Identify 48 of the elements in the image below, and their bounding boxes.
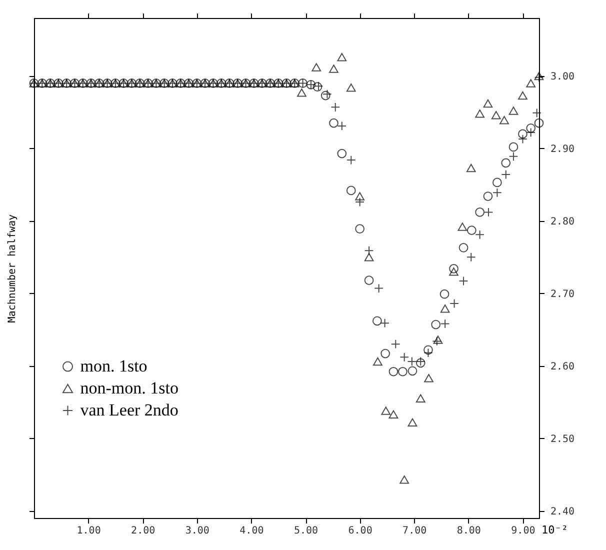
x-tick-label: 8.00: [456, 526, 481, 536]
x-axis-title: 10⁻²: [542, 524, 568, 536]
point: [424, 374, 434, 382]
x-tick-label: 2.00: [131, 526, 156, 536]
point: [500, 116, 509, 124]
point: [400, 475, 410, 484]
legend-label: mon. 1sto: [80, 356, 148, 376]
legend-label: non-mon. 1sto: [80, 378, 178, 398]
x-tick-label: 1.00: [76, 526, 101, 536]
point: [355, 192, 364, 200]
x-tick-label: 5.00: [294, 526, 318, 536]
point: [381, 406, 391, 415]
point: [534, 72, 544, 80]
point: [526, 79, 536, 88]
point: [297, 88, 306, 97]
y-tick-label: 2.40: [550, 506, 575, 518]
y-tick-label: 2.70: [550, 288, 575, 300]
point: [518, 91, 528, 100]
point: [440, 304, 450, 313]
x-tick-label: 3.00: [185, 526, 210, 536]
point: [483, 99, 493, 108]
point: [433, 336, 443, 344]
point: [458, 222, 468, 231]
point: [388, 410, 398, 418]
point: [491, 110, 501, 120]
point: [416, 394, 426, 403]
point: [449, 268, 458, 276]
point: [408, 418, 418, 426]
point: [312, 63, 322, 72]
point: [364, 253, 374, 262]
legend-label: van Leer 2ndo: [80, 400, 178, 420]
x-tick-label: 4.00: [240, 526, 264, 536]
point: [508, 106, 518, 115]
y-tick-label: 3.00: [550, 71, 575, 82]
point: [373, 357, 382, 366]
point: [337, 53, 347, 62]
x-tick-label: 7.00: [402, 526, 427, 536]
y-tick-label: 2.50: [550, 434, 575, 445]
x-tick-label: 9.00: [511, 526, 536, 536]
point: [475, 110, 484, 118]
point: [466, 164, 476, 172]
point: [329, 64, 338, 73]
y-tick-label: 2.90: [550, 144, 575, 155]
y-tick-label: 2.60: [550, 361, 575, 372]
x-tick-label: 6.00: [348, 526, 372, 536]
point: [346, 83, 356, 92]
y-axis-title: Machnumber halfway: [7, 214, 18, 323]
y-tick-label: 2.80: [550, 216, 575, 228]
